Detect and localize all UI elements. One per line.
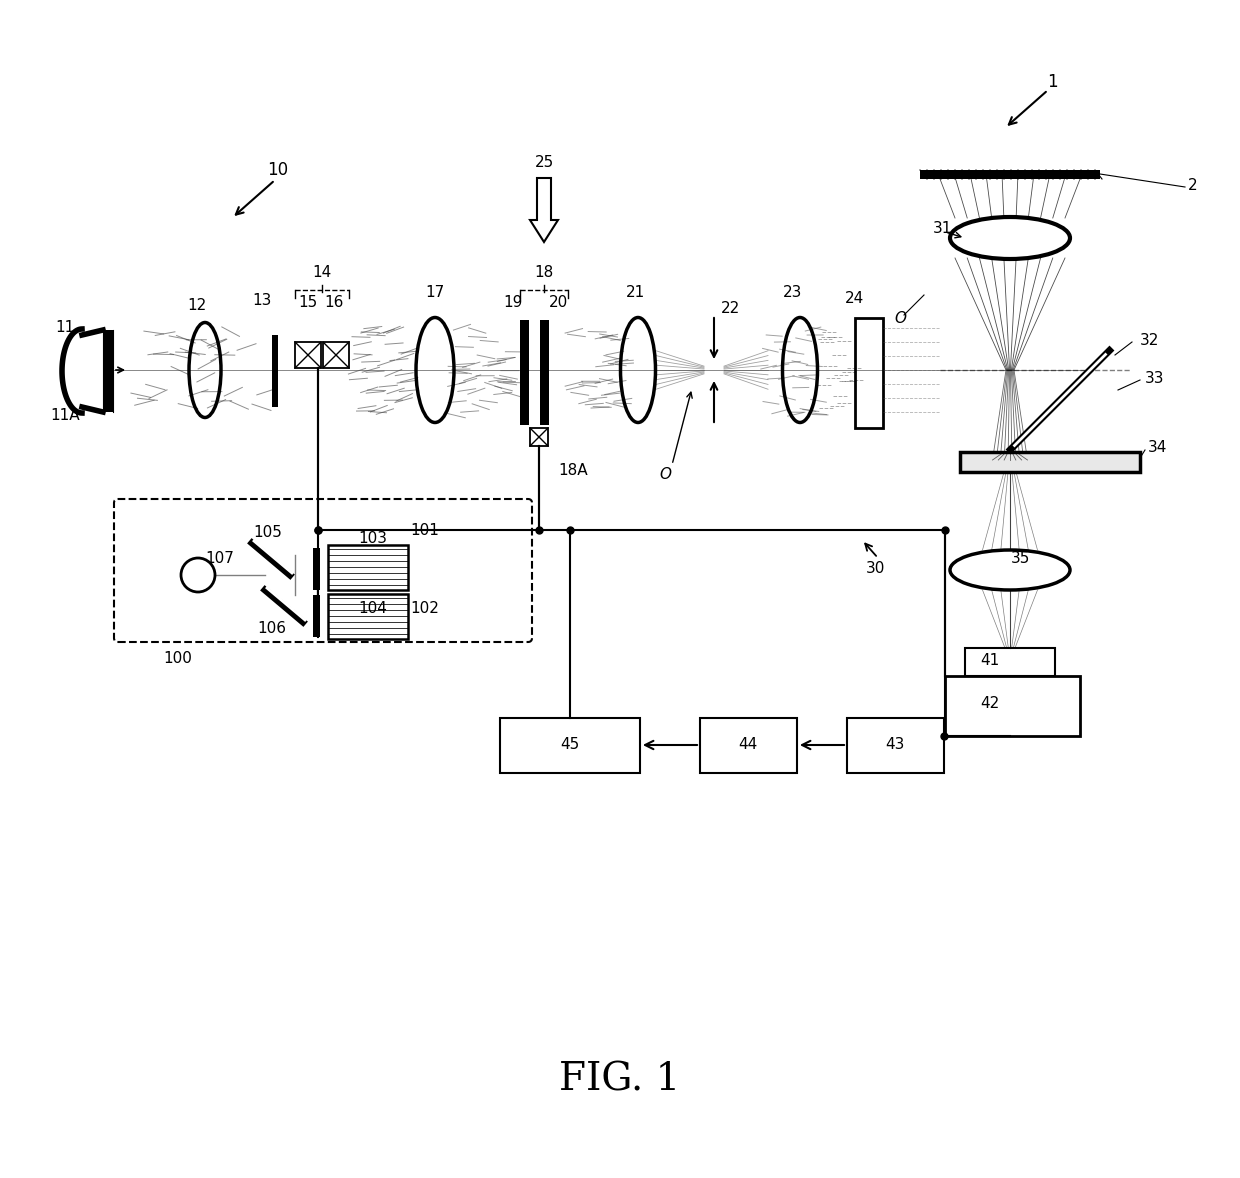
Bar: [520, 320, 529, 425]
Text: 103: 103: [358, 530, 387, 545]
Text: 34: 34: [1148, 439, 1167, 455]
Text: 18: 18: [534, 265, 553, 279]
Text: 31: 31: [932, 220, 951, 236]
Text: 11A: 11A: [50, 408, 79, 423]
Bar: [103, 330, 113, 412]
Bar: [272, 335, 278, 408]
Bar: [539, 320, 549, 425]
Text: 10: 10: [268, 161, 289, 179]
Bar: [856, 318, 883, 428]
Bar: [329, 545, 408, 590]
Text: 105: 105: [253, 524, 283, 540]
Text: 104: 104: [358, 601, 387, 615]
Bar: [965, 648, 1055, 676]
Bar: [847, 719, 944, 773]
Text: 2: 2: [1188, 178, 1198, 192]
Text: 42: 42: [981, 695, 999, 710]
Text: 44: 44: [738, 736, 758, 752]
Text: 14: 14: [312, 265, 331, 279]
Bar: [312, 595, 320, 637]
Text: 102: 102: [410, 601, 439, 615]
Text: O: O: [658, 466, 671, 482]
Text: 22: 22: [720, 300, 739, 316]
Bar: [960, 452, 1140, 472]
Text: 106: 106: [258, 621, 286, 635]
Bar: [529, 428, 548, 446]
Text: 25: 25: [534, 154, 553, 170]
Text: 30: 30: [866, 561, 884, 576]
Text: 17: 17: [425, 285, 445, 299]
Bar: [701, 719, 797, 773]
Text: 23: 23: [784, 285, 802, 299]
Text: 32: 32: [1140, 332, 1159, 348]
Text: 12: 12: [187, 298, 207, 312]
Polygon shape: [529, 178, 558, 241]
Text: 33: 33: [1145, 371, 1164, 385]
Text: 1: 1: [1047, 73, 1058, 91]
Text: 24: 24: [844, 291, 863, 305]
Text: 16: 16: [325, 294, 343, 310]
Bar: [322, 342, 348, 368]
Bar: [920, 170, 1100, 179]
Text: 41: 41: [981, 653, 999, 668]
Bar: [500, 719, 640, 773]
Text: 45: 45: [560, 736, 579, 752]
Text: FIG. 1: FIG. 1: [559, 1061, 681, 1099]
Bar: [960, 452, 1140, 472]
Bar: [312, 548, 320, 590]
Text: 11: 11: [56, 319, 74, 335]
Text: 107: 107: [206, 550, 234, 565]
Text: 20: 20: [548, 294, 568, 310]
Text: O: O: [894, 311, 906, 325]
Text: 18A: 18A: [558, 463, 588, 477]
Text: 101: 101: [410, 523, 439, 537]
Bar: [295, 342, 321, 368]
Bar: [329, 594, 408, 638]
Text: 21: 21: [625, 285, 645, 299]
Text: 100: 100: [164, 650, 192, 666]
Bar: [945, 676, 1080, 736]
Text: 13: 13: [252, 292, 272, 307]
Text: 15: 15: [299, 294, 317, 310]
Text: 19: 19: [503, 294, 523, 310]
Text: 43: 43: [885, 736, 905, 752]
Text: 35: 35: [1011, 550, 1029, 565]
